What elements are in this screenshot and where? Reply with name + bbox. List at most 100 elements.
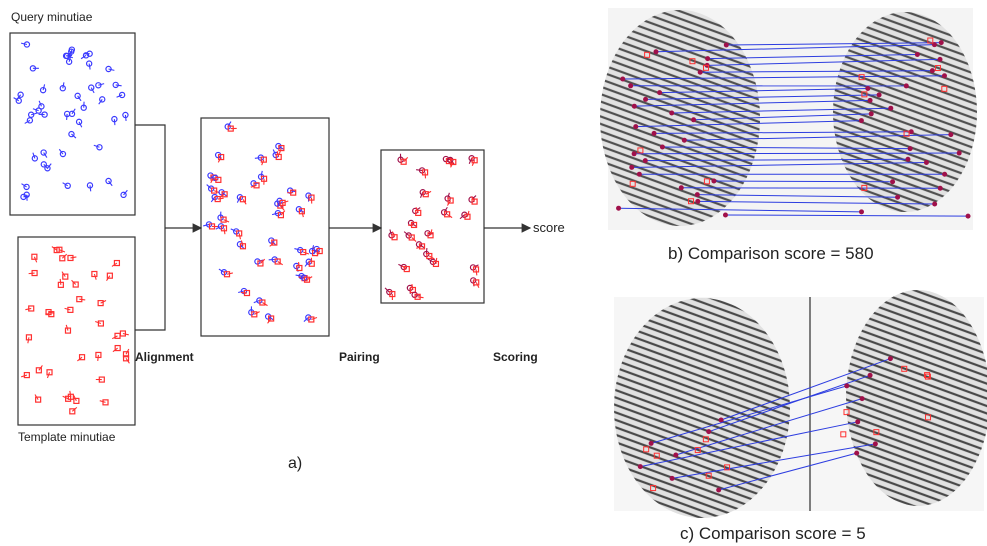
pairing-box bbox=[380, 149, 485, 304]
match-line bbox=[634, 99, 871, 107]
minutia-direction bbox=[466, 210, 470, 217]
match-line bbox=[655, 44, 935, 53]
minutia-marker bbox=[298, 208, 305, 215]
match-line bbox=[707, 58, 941, 66]
minutia-direction bbox=[32, 108, 39, 112]
minutia-marker bbox=[221, 191, 228, 198]
minutia-marker bbox=[31, 155, 39, 162]
minutia-marker bbox=[64, 182, 71, 190]
minutia-marker bbox=[17, 91, 24, 98]
paired-point bbox=[858, 118, 864, 124]
minutia-marker bbox=[271, 239, 278, 246]
minutia-direction bbox=[277, 200, 281, 207]
minutia-marker bbox=[118, 91, 126, 99]
minutia-marker bbox=[444, 211, 451, 218]
minutia-direction bbox=[280, 210, 286, 216]
minutia-marker bbox=[23, 41, 31, 48]
unpaired-minutia bbox=[702, 436, 709, 443]
minutia-marker bbox=[96, 144, 103, 151]
paired-point bbox=[905, 156, 911, 162]
minutia-direction bbox=[446, 200, 452, 206]
minutia-direction bbox=[223, 219, 230, 223]
minutia-marker bbox=[316, 247, 323, 255]
template-minutiae-box bbox=[17, 236, 136, 426]
minutia-direction bbox=[61, 253, 68, 259]
minutia-direction bbox=[446, 213, 453, 219]
minutia-direction bbox=[38, 100, 42, 107]
paired-point bbox=[859, 209, 865, 215]
panel-a-caption: a) bbox=[288, 455, 303, 472]
minutia-direction bbox=[62, 395, 69, 400]
match-line bbox=[720, 358, 891, 421]
minutia-marker bbox=[464, 213, 471, 220]
unpaired-minutia bbox=[644, 51, 651, 58]
paired-point bbox=[681, 137, 687, 143]
minutia-direction bbox=[108, 68, 115, 71]
match-line bbox=[654, 131, 912, 134]
paired-point bbox=[631, 151, 637, 157]
minutia-direction bbox=[306, 276, 313, 281]
minutia-direction bbox=[240, 240, 244, 247]
minutia-direction bbox=[77, 95, 82, 102]
minutia-direction bbox=[99, 400, 106, 403]
minutia-direction bbox=[218, 268, 225, 273]
match-line bbox=[671, 107, 891, 114]
minutia-direction bbox=[212, 178, 219, 181]
match-line bbox=[708, 374, 871, 433]
stage-scoring: Scoring bbox=[493, 350, 538, 364]
minutia-marker bbox=[105, 65, 112, 73]
template-minutiae-points bbox=[20, 246, 130, 415]
minutia-direction bbox=[97, 354, 99, 361]
paired-point bbox=[907, 146, 913, 152]
paired-point bbox=[628, 83, 634, 89]
minutia-direction bbox=[79, 298, 86, 301]
minutia-direction bbox=[13, 97, 20, 102]
minutia-marker bbox=[471, 198, 478, 205]
minutia-direction bbox=[262, 302, 268, 307]
minutia-direction bbox=[93, 273, 97, 280]
minutia-marker bbox=[308, 316, 315, 323]
minutia-marker bbox=[27, 111, 35, 118]
minutia-marker bbox=[65, 58, 73, 65]
minutia-marker bbox=[40, 161, 48, 168]
minutia-marker bbox=[278, 144, 285, 152]
minutia-direction bbox=[416, 169, 423, 171]
minutia-marker bbox=[65, 395, 72, 402]
unpaired-minutia bbox=[924, 372, 931, 379]
fingerprint-right-b bbox=[833, 12, 977, 212]
minutia-marker bbox=[102, 399, 109, 406]
minutia-marker bbox=[67, 306, 74, 313]
minutia-marker bbox=[211, 187, 218, 194]
minutia-marker bbox=[303, 276, 311, 283]
minutia-marker bbox=[68, 48, 75, 55]
minutia-direction bbox=[65, 324, 69, 331]
minutia-direction bbox=[59, 278, 62, 285]
paired-point bbox=[965, 213, 971, 219]
match-line bbox=[640, 421, 858, 468]
paired-point bbox=[633, 124, 639, 130]
paired-point bbox=[616, 205, 622, 211]
unpaired-minutia bbox=[653, 452, 660, 459]
minutia-direction bbox=[203, 223, 210, 227]
minutia-marker bbox=[105, 177, 112, 185]
paired-point bbox=[637, 464, 643, 470]
minutia-direction bbox=[471, 160, 476, 166]
paired-point bbox=[718, 417, 724, 423]
minutia-marker bbox=[300, 248, 307, 256]
minutia-marker bbox=[113, 259, 121, 267]
minutia-direction bbox=[217, 197, 224, 200]
minutia-direction bbox=[89, 185, 92, 192]
minutia-direction bbox=[71, 108, 76, 115]
minutia-direction bbox=[58, 148, 64, 155]
paired-point bbox=[705, 56, 711, 62]
minutia-marker bbox=[72, 281, 79, 288]
paired-point bbox=[867, 97, 873, 103]
stage-alignment: Alignment bbox=[135, 350, 194, 364]
minutia-direction bbox=[32, 152, 36, 159]
minutia-marker bbox=[15, 97, 22, 104]
minutia-marker bbox=[422, 191, 429, 198]
minutia-direction bbox=[88, 63, 91, 70]
minutia-direction bbox=[206, 184, 212, 189]
paired-point bbox=[694, 192, 700, 198]
minutia-marker bbox=[400, 158, 407, 165]
